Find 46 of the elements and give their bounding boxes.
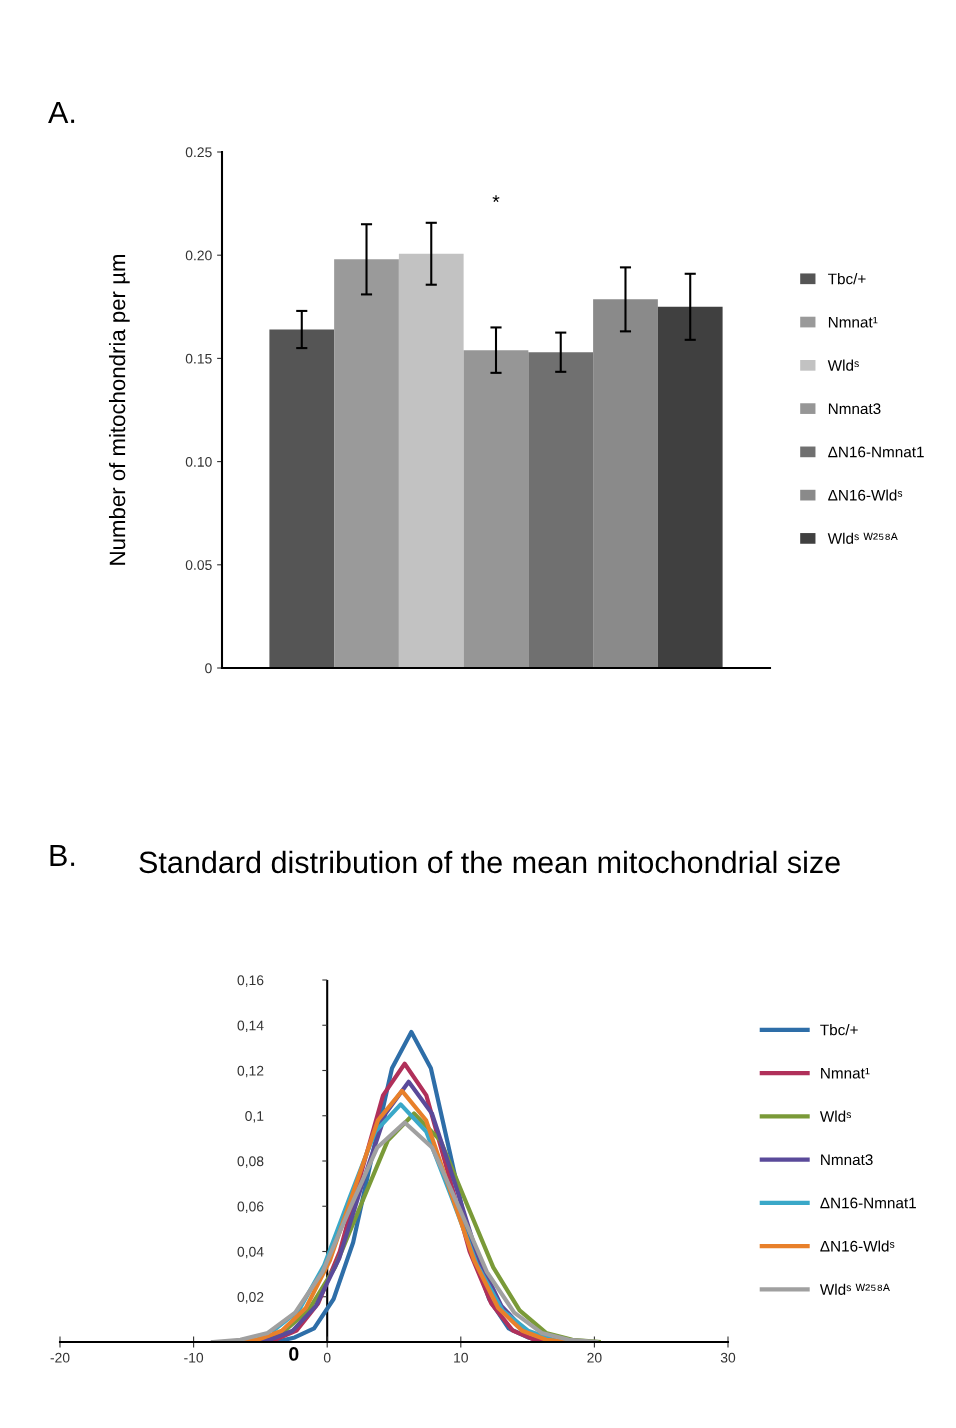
chart-title: Standard distribution of the mean mitochondrial size bbox=[139, 850, 840, 874]
bar bbox=[398, 253, 464, 668]
legend-label: ΔN16-Nmnat1 bbox=[828, 446, 924, 458]
legend-label: ΔN16-Wldˢ bbox=[828, 489, 903, 501]
bar bbox=[334, 259, 399, 668]
bar bbox=[269, 329, 335, 668]
text: A. bbox=[48, 101, 75, 123]
legend-label: Wldˢ ᵂ²⁵⁸ᴬ bbox=[827, 532, 898, 544]
annotation: * bbox=[492, 195, 500, 203]
legend-label: Wldˢ bbox=[819, 1110, 852, 1122]
legend-label: Tbc/+ bbox=[820, 1024, 858, 1036]
x-tick-label: 10 bbox=[454, 1352, 468, 1363]
y-axis-title: Number of mitochondria per µm bbox=[108, 254, 130, 565]
y-tick-label: 0,02 bbox=[237, 1292, 264, 1304]
y-tick-label: 0,16 bbox=[237, 975, 264, 987]
legend-label: Nmnat3 bbox=[821, 1154, 873, 1166]
y-tick-label: 0.15 bbox=[185, 353, 212, 364]
bar bbox=[463, 350, 529, 668]
legend-label: Wldˢ ᵂ²⁵⁸ᴬ bbox=[819, 1283, 890, 1295]
legend-label: Wldˢ bbox=[827, 359, 859, 371]
legend-label: ΔN16-Nmnat1 bbox=[820, 1197, 916, 1209]
y-tick-label: 0.10 bbox=[185, 456, 212, 467]
y-tick-label: 0,04 bbox=[237, 1246, 264, 1259]
y-tick-label: 0,08 bbox=[237, 1156, 264, 1168]
y-tick-label: 0,1 bbox=[245, 1111, 264, 1123]
bar bbox=[657, 306, 723, 668]
y-tick-label: 0,14 bbox=[237, 1020, 264, 1033]
x-tick-label: -20 bbox=[50, 1352, 70, 1363]
y-tick-label: 0 bbox=[205, 663, 212, 674]
x-tick-label: 0 bbox=[323, 1352, 331, 1363]
legend-label: Nmnat¹ bbox=[828, 316, 878, 328]
y-tick-label: 0.05 bbox=[185, 560, 212, 570]
y-tick-label: 0.25 bbox=[185, 147, 212, 158]
x-tick-label: 20 bbox=[587, 1352, 602, 1363]
legend-label: Nmnat¹ bbox=[821, 1067, 870, 1079]
legend-label: Tbc/+ bbox=[828, 273, 866, 285]
y-tick-label: 0,06 bbox=[237, 1201, 264, 1214]
bar bbox=[528, 352, 594, 668]
legend-label: ΔN16-Wldˢ bbox=[820, 1240, 895, 1252]
bar bbox=[593, 299, 658, 668]
text: B. bbox=[50, 844, 75, 866]
y-tick-label: 0.20 bbox=[185, 250, 212, 261]
y-tick-label: 0,12 bbox=[237, 1065, 264, 1078]
x-tick-label: 30 bbox=[720, 1352, 736, 1363]
legend-label: Nmnat3 bbox=[828, 403, 881, 415]
x-tick-label: -10 bbox=[184, 1352, 204, 1363]
